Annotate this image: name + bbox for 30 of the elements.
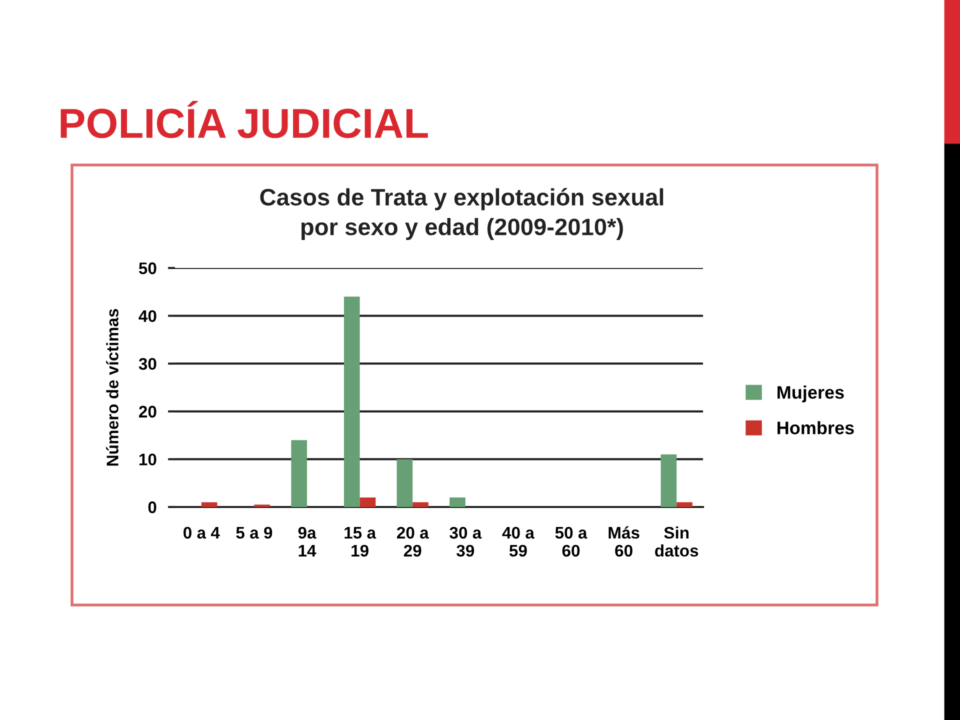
bar — [291, 440, 307, 507]
x-tick-label: 30 a 39 — [450, 526, 482, 557]
y-axis-title: Número de víctimas — [106, 308, 118, 466]
bar — [344, 296, 360, 507]
legend-label: Mujeres — [778, 386, 844, 402]
x-tick-label: 20 a 29 — [396, 526, 429, 557]
bar — [360, 497, 376, 507]
bar — [396, 459, 413, 507]
bar — [201, 502, 218, 507]
x-tick-label: Sin datos — [655, 526, 698, 557]
bar — [660, 454, 677, 507]
x-tick-label: 40 a 59 — [502, 526, 535, 557]
legend-label: Hombres — [778, 421, 854, 434]
bar — [676, 502, 692, 507]
x-tick-label: Más 60 — [608, 526, 640, 557]
chart-subtitle: Casos de Trata y explotación sexual por sexo y edad (2009-2010*) — [260, 188, 664, 240]
x-tick-label: 5 a 9 — [236, 526, 272, 539]
x-tick-label: 0 a 4 — [184, 526, 220, 539]
y-tick-label: 20 — [138, 406, 156, 418]
bar — [450, 497, 466, 507]
y-tick-label: 30 — [138, 358, 156, 370]
y-tick-label: 50 — [138, 262, 156, 274]
bar — [412, 502, 428, 507]
x-tick-label: 50 a 60 — [555, 526, 588, 557]
x-tick-label: 9a 14 — [298, 526, 316, 556]
y-tick-label: 0 — [148, 501, 156, 514]
y-tick-label: 10 — [139, 454, 156, 466]
chart-title: POLICÍA JUDICIAL — [60, 100, 428, 138]
x-tick-label: 15 a 19 — [344, 527, 376, 557]
y-tick-label: 40 — [138, 310, 156, 322]
